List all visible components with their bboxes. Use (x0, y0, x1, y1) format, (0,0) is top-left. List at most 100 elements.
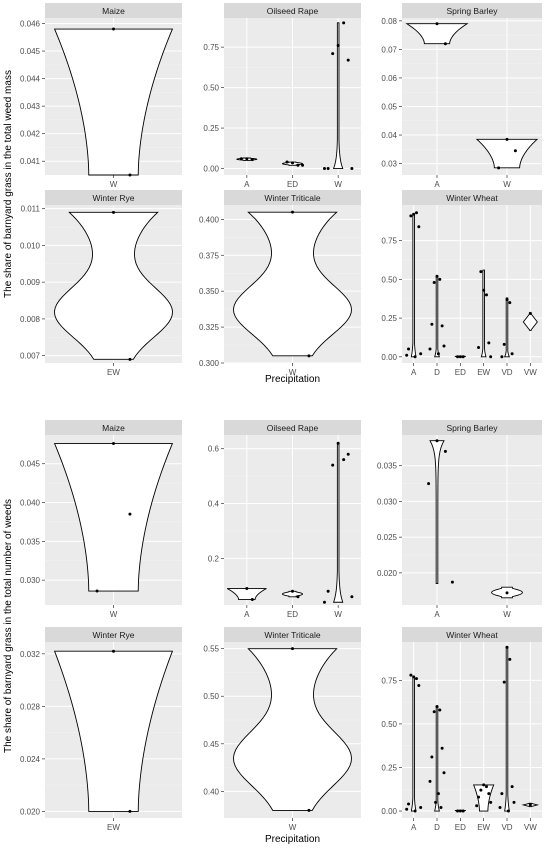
violin-shape (429, 440, 445, 585)
data-point (440, 746, 444, 750)
y-tick-label: 0.045 (20, 47, 41, 56)
panel-title: Winter Wheat (446, 630, 498, 640)
y-tick-label: 0.008 (20, 315, 41, 324)
data-point (432, 710, 436, 714)
data-point (417, 684, 421, 688)
data-point (128, 173, 132, 177)
y-tick-label: 0.032 (20, 650, 41, 659)
y-tick-label: 0.028 (20, 702, 41, 711)
data-point (528, 311, 532, 315)
data-point (443, 449, 447, 453)
panel-title: Spring Barley (446, 6, 498, 16)
data-point (435, 274, 439, 278)
top-y-axis-title: The share of barnyard grass in the total… (3, 70, 14, 298)
violin-shape (53, 28, 174, 176)
data-point (489, 800, 493, 804)
x-tick-label: A (434, 610, 440, 619)
violin-shape (53, 443, 174, 592)
violin-shape (54, 211, 173, 360)
x-tick-label: ED (287, 610, 298, 619)
panel-background (402, 435, 542, 605)
data-point (285, 160, 289, 164)
panel-background (402, 642, 542, 818)
violin-shape (480, 269, 487, 358)
data-point (427, 482, 431, 486)
x-tick-label: W (289, 368, 297, 377)
violin-shape (472, 784, 495, 812)
y-tick-label: 0.06 (381, 74, 397, 83)
y-tick-label: 0.044 (20, 75, 41, 84)
data-point (479, 788, 483, 792)
y-tick-label: 0.035 (377, 462, 398, 471)
data-point (498, 806, 502, 810)
data-point (407, 802, 411, 806)
data-point (296, 595, 300, 599)
data-point (436, 352, 440, 356)
data-point (326, 589, 330, 593)
panel-strip (45, 3, 182, 18)
y-tick-label: 0.50 (381, 720, 397, 729)
x-tick-label: D (434, 823, 440, 832)
y-tick-label: 0.40 (203, 787, 219, 796)
panel-title: Winter Triticale (264, 193, 320, 203)
data-point (487, 341, 491, 345)
violin-shape (53, 650, 174, 812)
data-point (482, 288, 486, 292)
y-tick-label: 0.020 (20, 807, 41, 816)
data-point (502, 680, 506, 684)
data-point (326, 167, 330, 171)
y-tick-label: 0.6 (208, 445, 220, 454)
y-tick-label: 0.025 (377, 533, 398, 542)
data-point (405, 807, 409, 811)
panel-7: Oilseed Rape 0.2 0.4 0.6 A ED W (208, 420, 361, 619)
data-point (412, 212, 416, 216)
data-point (250, 158, 254, 162)
panel-4: Winter Triticale 0.300 0.325 0.350 0.375 0.40… (199, 190, 361, 385)
data-point (291, 589, 294, 593)
panel-title: Winter Rye (92, 630, 134, 640)
y-tick-label: 0.325 (199, 323, 220, 332)
data-point (456, 355, 460, 359)
x-tick-label: VW (524, 368, 537, 377)
data-point (342, 458, 346, 462)
data-point (307, 354, 311, 358)
x-tick-label: A (244, 180, 250, 189)
data-point (438, 277, 442, 281)
y-tick-label: 0.375 (199, 251, 220, 260)
panel-strip (224, 190, 361, 205)
y-tick-label: 0.009 (20, 278, 41, 287)
x-tick-label: EW (107, 823, 120, 832)
panel-title: Oilseed Rape (267, 6, 319, 16)
data-point (346, 452, 350, 456)
x-axis-title: Precipitation (265, 374, 320, 385)
x-tick-label: W (289, 823, 297, 832)
y-tick-label: 0.25 (381, 314, 397, 323)
panel-title: Winter Rye (92, 193, 134, 203)
data-point (477, 346, 481, 350)
data-point (432, 280, 436, 284)
data-point (442, 344, 446, 348)
panel-1: Oilseed Rape 0.00 0.25 0.50 0.75 A ED W (203, 3, 361, 189)
data-point (440, 324, 444, 328)
data-point (435, 439, 439, 443)
x-tick-label: A (244, 610, 250, 619)
data-point (112, 27, 115, 31)
panel-title: Oilseed Rape (267, 423, 319, 433)
data-point (322, 600, 326, 604)
data-point (128, 357, 132, 361)
data-point (245, 587, 249, 591)
y-tick-label: 0.041 (20, 157, 41, 166)
panel-strip (45, 627, 182, 642)
data-point (291, 210, 294, 214)
data-point (528, 803, 532, 807)
bottom-y-axis-title: The share of barnyard grass in the total… (3, 499, 14, 753)
data-point (409, 673, 413, 677)
data-point (434, 800, 438, 804)
y-tick-label: 0.024 (20, 755, 41, 764)
y-tick-label: 0.2 (208, 554, 220, 563)
data-point (419, 352, 423, 356)
x-tick-label: VD (501, 823, 512, 832)
data-point (435, 704, 439, 708)
data-point (430, 322, 434, 326)
